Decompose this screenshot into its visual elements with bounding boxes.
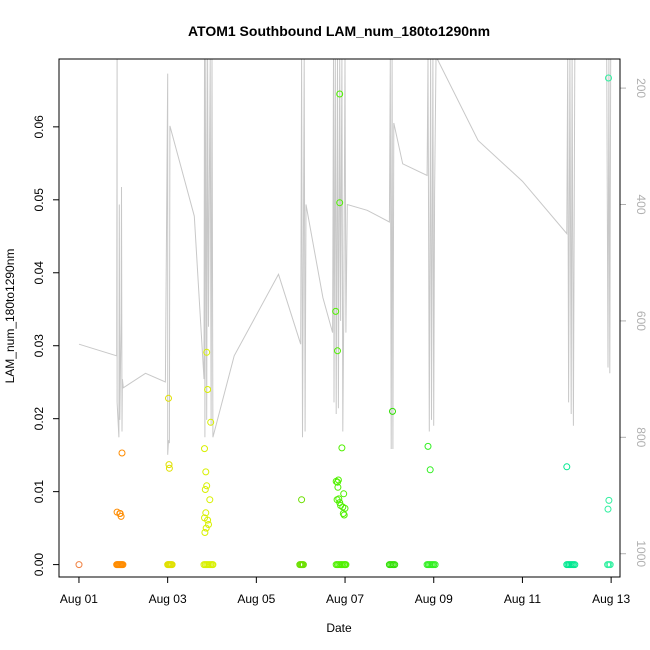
data-point — [204, 516, 212, 524]
data-point — [201, 486, 209, 493]
secondary-trace-line — [78, 58, 612, 455]
x-axis-label: Date — [326, 621, 352, 635]
chart-title: ATOM1 Southbound LAM_num_180to1290nm — [188, 23, 490, 39]
data-point — [606, 561, 614, 569]
data-point — [118, 449, 126, 457]
data-point — [340, 490, 348, 498]
data-point — [334, 483, 342, 491]
data-point — [340, 511, 348, 519]
data-point — [389, 407, 396, 415]
data-point — [209, 561, 217, 569]
plot-frame — [58, 58, 621, 578]
data-point — [202, 524, 210, 532]
y2-tick-label: 800 — [634, 427, 648, 447]
data-point — [165, 394, 172, 402]
y-tick-label: 0.06 — [32, 115, 46, 139]
data-point — [604, 505, 612, 513]
x-tick-label: Aug 11 — [504, 592, 541, 606]
data-point — [165, 461, 173, 469]
data-point — [391, 561, 399, 569]
data-point — [206, 496, 214, 504]
data-point — [336, 199, 344, 207]
data-point — [202, 468, 210, 476]
data-point — [201, 529, 209, 536]
data-point — [203, 482, 211, 490]
data-point — [168, 561, 176, 569]
data-point — [119, 561, 127, 569]
y-tick-label: 0.02 — [32, 407, 46, 431]
axes-layer: Aug 01 Aug 03 Aug 05 Aug 07 Aug 09 Aug 11 Aug … — [32, 78, 648, 606]
y2-tick-label: 600 — [634, 311, 648, 331]
data-point — [332, 307, 340, 315]
data-point — [605, 74, 612, 82]
data-point — [205, 521, 212, 528]
data-point — [334, 347, 341, 355]
data-point — [339, 510, 347, 517]
data-point — [338, 444, 346, 452]
x-tick-label: Aug 05 — [237, 592, 275, 606]
data-point — [336, 90, 344, 98]
data-point — [204, 386, 212, 393]
y-tick-label: 0.03 — [32, 334, 46, 358]
y-tick-label: 0.04 — [32, 261, 46, 285]
data-point — [299, 561, 307, 569]
y-axis-label: LAM_num_180to1290nm — [3, 249, 17, 384]
data-point — [117, 512, 125, 520]
data-point — [202, 509, 210, 517]
x-tick-label: Aug 01 — [60, 592, 98, 606]
points-layer — [75, 74, 614, 569]
data-point — [424, 442, 432, 450]
y2-tick-label: 200 — [634, 78, 648, 98]
data-point — [207, 418, 215, 426]
y2-tick-label: 1000 — [634, 540, 648, 567]
x-tick-label: Aug 07 — [326, 592, 364, 606]
y-tick-label: 0.05 — [32, 188, 46, 212]
y-tick-label: 0.01 — [32, 480, 46, 504]
data-point — [203, 348, 211, 356]
x-tick-label: Aug 03 — [149, 592, 187, 606]
secondary-series-layer — [78, 58, 612, 455]
data-point — [334, 478, 341, 486]
y2-tick-label: 400 — [634, 194, 648, 214]
data-point — [298, 496, 306, 504]
data-point — [201, 445, 208, 453]
data-point — [426, 466, 434, 474]
y-tick-label: 0.00 — [32, 553, 46, 577]
data-point — [116, 510, 124, 517]
x-tick-label: Aug 09 — [415, 592, 453, 606]
data-point — [563, 463, 571, 471]
data-point — [605, 496, 613, 504]
data-point — [342, 561, 350, 569]
x-tick-label: Aug 13 — [592, 592, 630, 606]
data-point — [165, 464, 173, 472]
data-point — [431, 561, 439, 569]
data-point — [571, 561, 579, 569]
data-point — [75, 561, 83, 569]
